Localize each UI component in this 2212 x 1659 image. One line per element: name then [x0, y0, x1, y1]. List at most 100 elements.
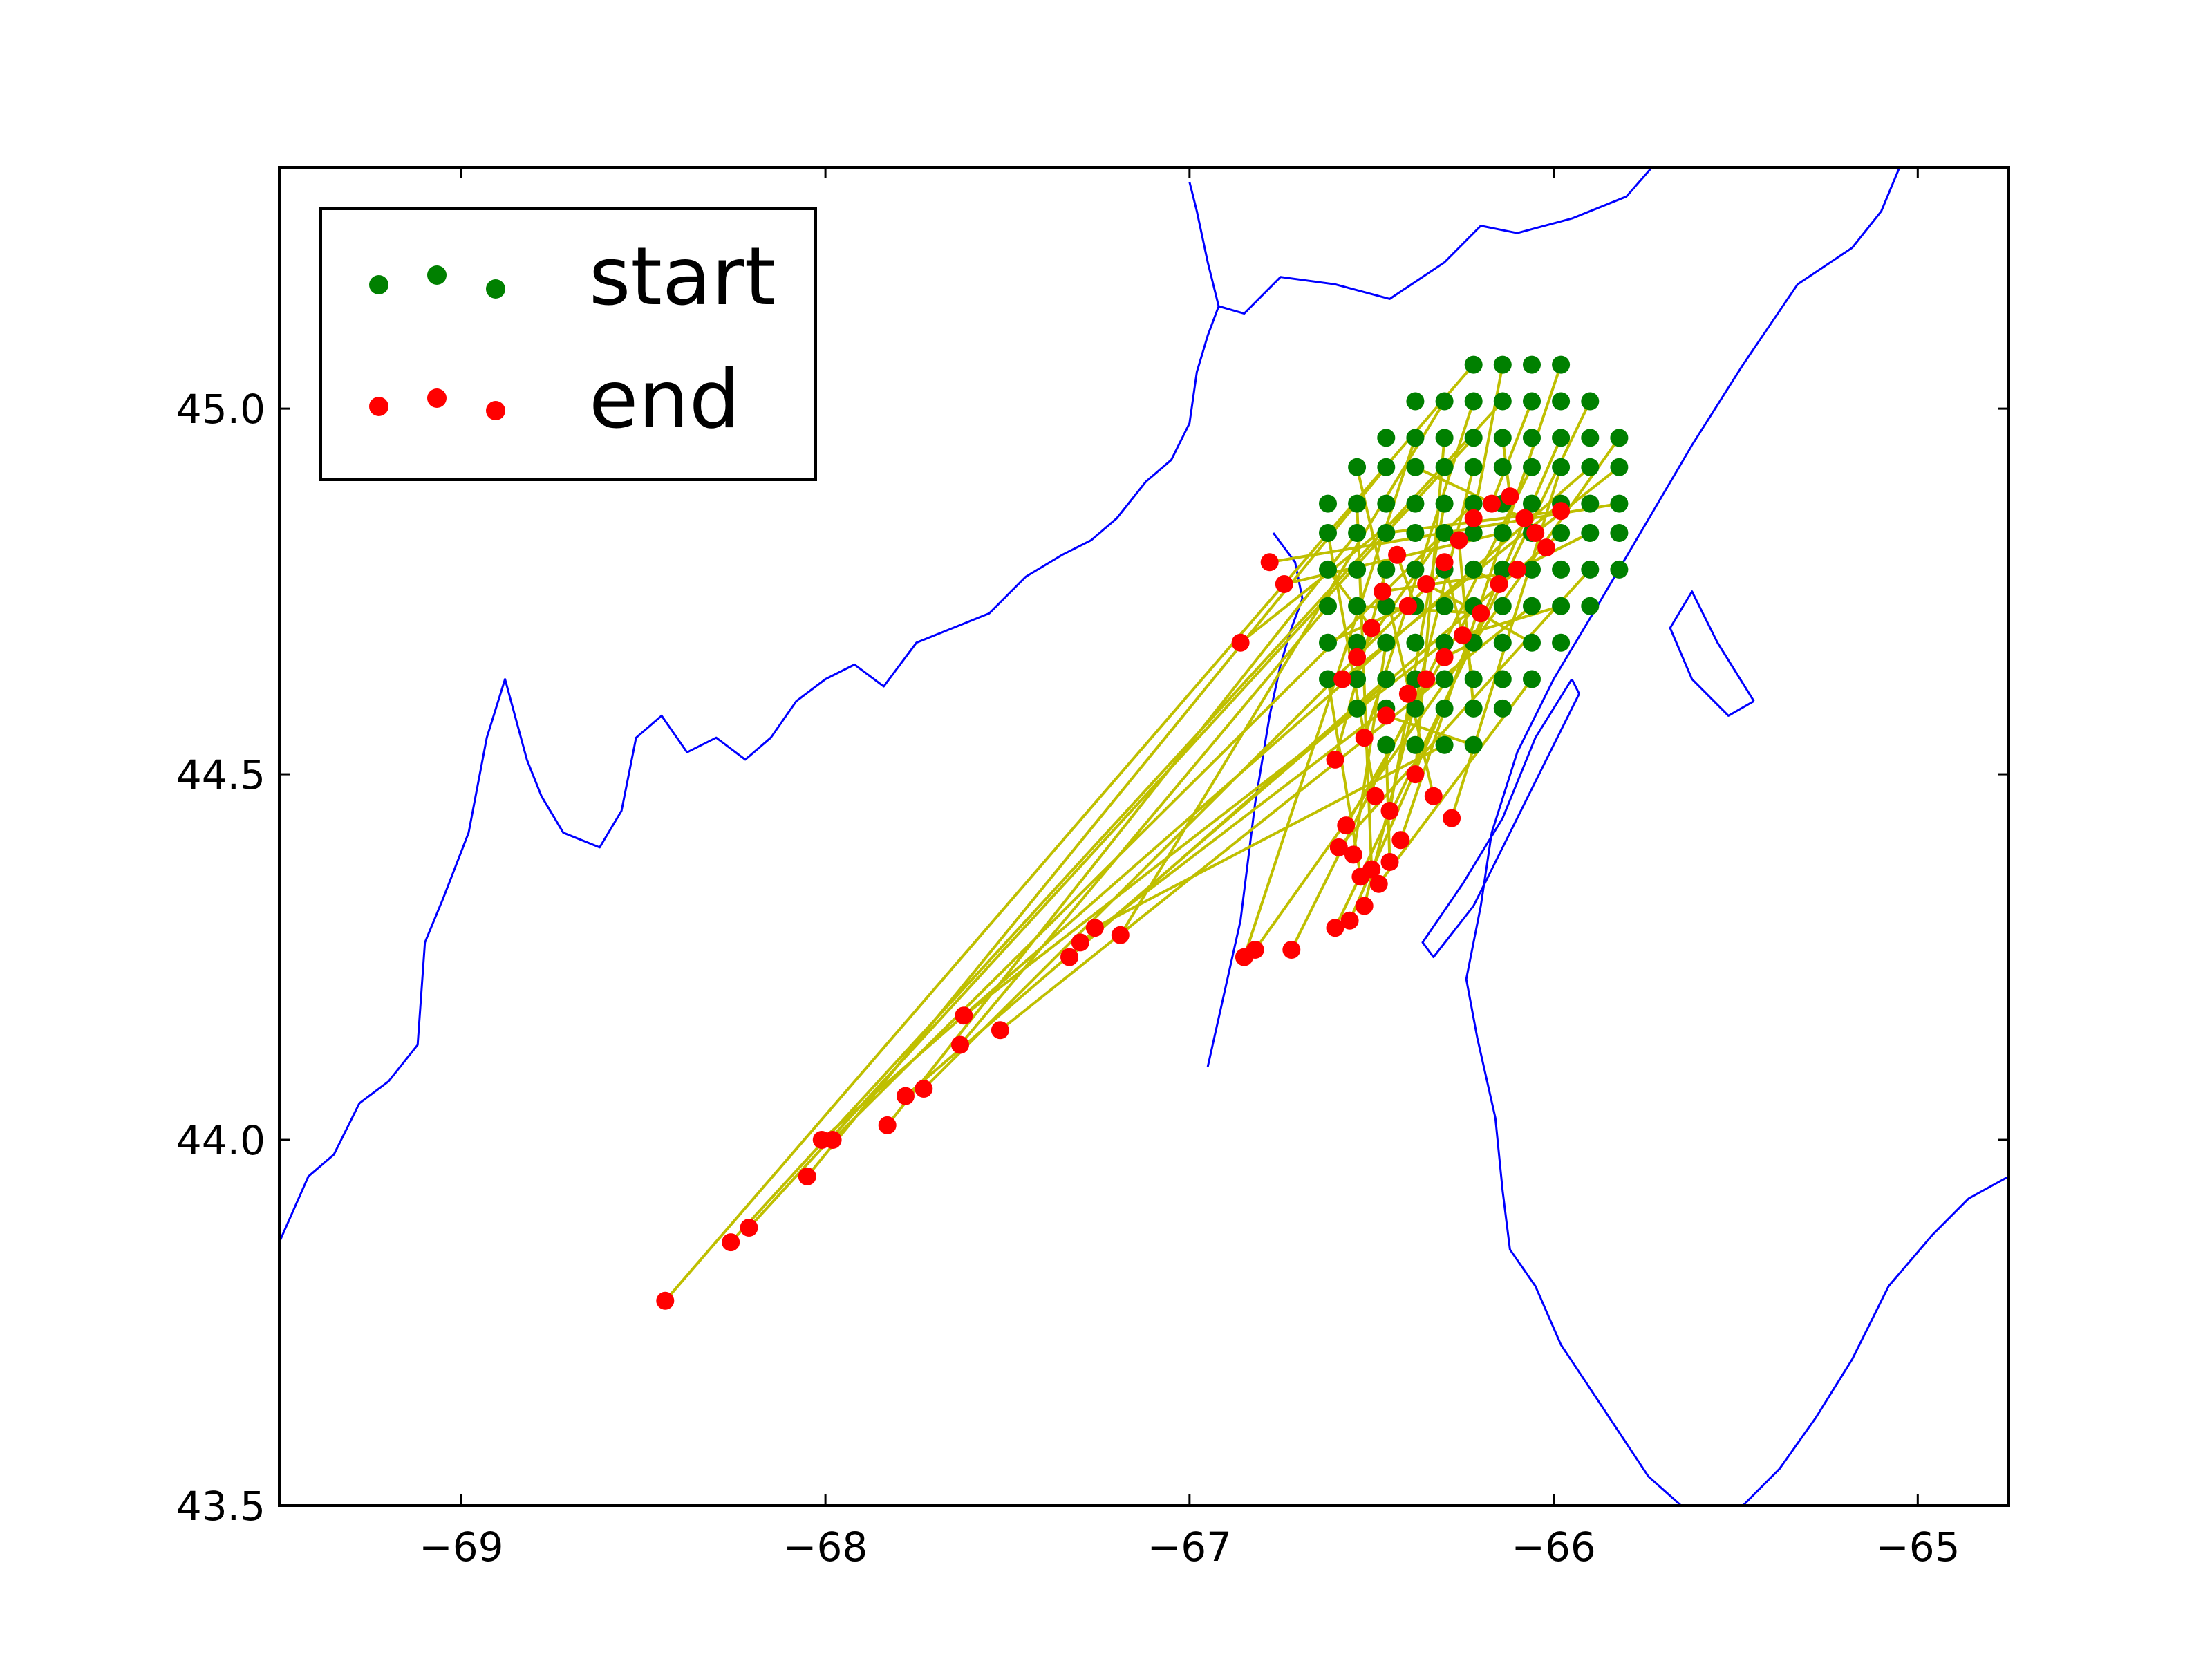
end-point-18: [1282, 941, 1301, 959]
start-point-95: [1493, 699, 1512, 718]
start-point-74: [1348, 633, 1367, 652]
legend-start-marker-1: [369, 275, 388, 294]
end-point-30: [1326, 919, 1344, 937]
start-point-4: [1406, 392, 1425, 411]
start-point-46: [1464, 524, 1483, 542]
start-point-3: [1552, 355, 1571, 374]
start-point-81: [1552, 633, 1571, 652]
end-point-22: [1326, 750, 1344, 769]
start-point-9: [1552, 392, 1571, 411]
start-point-52: [1319, 560, 1337, 579]
start-point-76: [1406, 633, 1425, 652]
end-point-58: [1355, 729, 1374, 747]
end-point-10: [991, 1021, 1009, 1040]
track-line-57: [1385, 714, 1474, 747]
end-point-19: [1231, 633, 1250, 652]
end-point-20: [1260, 553, 1279, 572]
x-tick-label-1: −68: [783, 1524, 868, 1571]
start-point-37: [1523, 494, 1541, 513]
track-line-17: [1254, 437, 1621, 951]
y-tick-label-0: 43.5: [176, 1483, 265, 1530]
start-point-28: [1581, 458, 1600, 476]
x-tick-label-2: −67: [1147, 1524, 1232, 1571]
start-point-59: [1523, 560, 1541, 579]
start-point-69: [1493, 597, 1512, 615]
legend-end-marker-3: [486, 401, 505, 420]
end-point-38: [1388, 545, 1407, 564]
end-points-layer: [656, 487, 1571, 1310]
start-point-73: [1319, 633, 1337, 652]
start-point-47: [1493, 524, 1512, 542]
start-point-8: [1523, 392, 1541, 411]
start-point-10: [1581, 392, 1600, 411]
start-point-61: [1581, 560, 1600, 579]
start-point-60: [1552, 560, 1571, 579]
start-point-97: [1406, 735, 1425, 754]
end-point-44: [1483, 494, 1501, 513]
end-point-63: [1366, 787, 1385, 805]
end-point-27: [1369, 874, 1388, 893]
y-tick-label-1: 44.0: [176, 1117, 265, 1164]
track-line-13: [1079, 707, 1387, 944]
start-point-0: [1464, 355, 1483, 374]
end-point-55: [1417, 670, 1436, 688]
end-point-32: [1355, 897, 1374, 915]
end-point-40: [1417, 575, 1436, 593]
end-point-47: [1526, 524, 1545, 542]
end-point-29: [1391, 831, 1410, 850]
end-point-59: [1406, 765, 1425, 784]
start-point-29: [1610, 458, 1629, 476]
end-point-17: [1246, 941, 1264, 959]
end-point-25: [1344, 845, 1362, 864]
end-point-41: [1435, 553, 1454, 572]
start-point-11: [1377, 429, 1396, 447]
start-point-62: [1610, 560, 1629, 579]
axes-frame: [278, 166, 2010, 1507]
start-point-35: [1464, 494, 1483, 513]
end-point-21: [1275, 575, 1293, 593]
start-point-84: [1377, 670, 1396, 688]
start-point-2: [1523, 355, 1541, 374]
start-point-49: [1552, 524, 1571, 542]
start-point-88: [1493, 670, 1512, 688]
track-layer: [664, 364, 1621, 1302]
coastline-0: [279, 181, 1220, 1243]
end-point-15: [1111, 926, 1130, 944]
start-point-90: [1348, 699, 1367, 718]
start-points-layer: [1319, 355, 1629, 754]
x-tick-label-4: −65: [1875, 1524, 1960, 1571]
start-point-42: [1348, 524, 1367, 542]
end-point-52: [1472, 604, 1490, 623]
end-point-8: [915, 1080, 933, 1098]
start-point-58: [1493, 560, 1512, 579]
legend-box: [319, 207, 817, 481]
end-point-7: [897, 1087, 915, 1105]
start-point-7: [1493, 392, 1512, 411]
start-point-43: [1377, 524, 1396, 542]
end-point-9: [951, 1035, 969, 1054]
coastline-3: [1465, 167, 1901, 1506]
plot-area: [279, 167, 2009, 1506]
start-point-54: [1377, 560, 1396, 579]
end-point-53: [1453, 626, 1472, 645]
start-point-93: [1435, 699, 1454, 718]
start-point-24: [1464, 458, 1483, 476]
start-point-16: [1523, 429, 1541, 447]
y-tick-label-2: 44.5: [176, 751, 265, 798]
start-point-63: [1319, 597, 1337, 615]
end-point-31: [1340, 911, 1359, 930]
start-point-32: [1377, 494, 1396, 513]
start-point-99: [1464, 735, 1483, 754]
start-point-83: [1348, 670, 1367, 688]
start-point-17: [1552, 429, 1571, 447]
start-point-44: [1406, 524, 1425, 542]
start-point-13: [1435, 429, 1454, 447]
end-point-46: [1515, 509, 1534, 527]
end-point-1: [722, 1233, 740, 1252]
start-point-98: [1435, 735, 1454, 754]
start-point-25: [1493, 458, 1512, 476]
legend-label-end: end: [589, 353, 740, 447]
start-point-94: [1464, 699, 1483, 718]
start-point-41: [1319, 524, 1337, 542]
